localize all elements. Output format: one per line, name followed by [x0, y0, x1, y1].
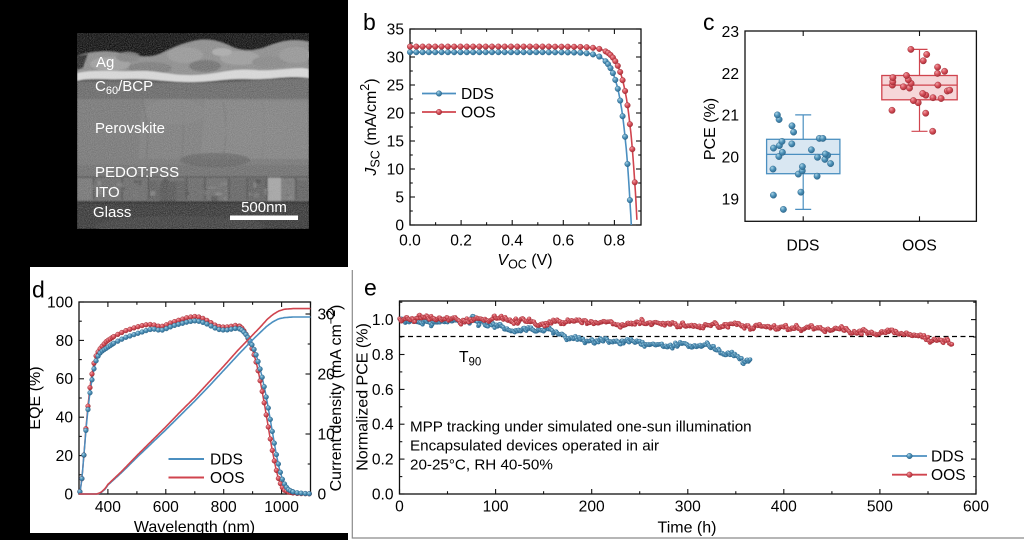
svg-text:b: b — [363, 9, 376, 35]
svg-text:20-25°C, RH 40-50%: 20-25°C, RH 40-50% — [410, 457, 553, 474]
svg-text:OOS: OOS — [461, 105, 496, 122]
svg-text:PEDOT:PSS: PEDOT:PSS — [95, 164, 179, 181]
svg-text:OOS: OOS — [931, 467, 966, 484]
svg-text:600: 600 — [153, 499, 179, 516]
svg-text:300: 300 — [675, 499, 701, 516]
svg-text:0.6: 0.6 — [372, 382, 394, 399]
svg-text:0.0: 0.0 — [399, 233, 421, 250]
svg-text:30: 30 — [387, 49, 405, 66]
svg-text:JSC (mA/cm2): JSC (mA/cm2) — [358, 78, 383, 176]
svg-text:20: 20 — [722, 150, 740, 167]
svg-text:5: 5 — [395, 189, 404, 206]
svg-text:1.0: 1.0 — [372, 312, 394, 329]
svg-text:15: 15 — [387, 133, 405, 150]
svg-text:0.4: 0.4 — [372, 417, 394, 434]
svg-text:800: 800 — [211, 499, 237, 516]
svg-text:0: 0 — [64, 486, 73, 503]
svg-text:VOC (V): VOC (V) — [497, 252, 552, 272]
svg-text:Glass: Glass — [93, 204, 131, 221]
svg-text:10: 10 — [387, 161, 405, 178]
svg-text:OOS: OOS — [902, 238, 937, 255]
svg-text:OOS: OOS — [210, 470, 245, 487]
svg-text:0.6: 0.6 — [552, 233, 574, 250]
svg-text:DDS: DDS — [210, 452, 243, 469]
svg-text:EQE (%): EQE (%) — [27, 366, 44, 429]
svg-text:DDS: DDS — [461, 86, 494, 103]
svg-text:0.8: 0.8 — [604, 233, 626, 250]
svg-text:500nm: 500nm — [241, 199, 287, 216]
svg-text:35: 35 — [387, 21, 405, 38]
svg-text:Time (h): Time (h) — [658, 520, 717, 537]
svg-text:C60/BCP: C60/BCP — [95, 78, 153, 97]
svg-text:Current density (mA cm−2): Current density (mA cm−2) — [324, 305, 345, 492]
svg-text:20: 20 — [56, 448, 74, 465]
svg-text:DDS: DDS — [931, 449, 964, 466]
svg-text:10: 10 — [318, 426, 336, 443]
svg-text:200: 200 — [579, 499, 605, 516]
svg-text:20: 20 — [387, 105, 405, 122]
svg-text:19: 19 — [722, 192, 739, 209]
svg-text:100: 100 — [47, 294, 73, 311]
svg-text:30: 30 — [318, 306, 336, 323]
svg-text:21: 21 — [722, 108, 739, 125]
svg-text:40: 40 — [56, 410, 74, 427]
svg-text:25: 25 — [387, 77, 405, 94]
svg-text:60: 60 — [56, 371, 74, 388]
svg-text:Normalized PCE (%): Normalized PCE (%) — [355, 323, 372, 471]
svg-text:0: 0 — [395, 499, 404, 516]
svg-text:DDS: DDS — [787, 238, 820, 255]
svg-text:0: 0 — [395, 217, 404, 234]
svg-text:e: e — [364, 275, 377, 301]
svg-text:Encapsulated devices operated: Encapsulated devices operated in air — [410, 438, 659, 455]
svg-text:Perovskite: Perovskite — [95, 120, 165, 137]
svg-text:0.2: 0.2 — [450, 233, 472, 250]
svg-text:c: c — [703, 9, 715, 35]
svg-text:20: 20 — [318, 366, 336, 383]
svg-text:400: 400 — [95, 499, 121, 516]
svg-text:23: 23 — [722, 24, 739, 41]
svg-text:PCE (%): PCE (%) — [702, 98, 719, 160]
svg-text:Ag: Ag — [96, 54, 114, 71]
svg-text:0.8: 0.8 — [372, 347, 394, 364]
svg-text:400: 400 — [771, 499, 797, 516]
svg-text:1000: 1000 — [264, 499, 299, 516]
svg-text:600: 600 — [963, 499, 989, 516]
svg-text:ITO: ITO — [95, 184, 120, 201]
svg-text:500: 500 — [867, 499, 893, 516]
svg-text:0.4: 0.4 — [501, 233, 523, 250]
svg-text:MPP tracking under simulated o: MPP tracking under simulated one-sun ill… — [410, 419, 752, 436]
svg-text:22: 22 — [722, 66, 739, 83]
svg-text:0.0: 0.0 — [372, 486, 394, 503]
svg-text:d: d — [32, 277, 45, 303]
svg-text:Wavelength (nm): Wavelength (nm) — [134, 519, 255, 536]
svg-text:80: 80 — [56, 333, 74, 350]
svg-text:0: 0 — [318, 486, 327, 503]
svg-text:0.2: 0.2 — [372, 452, 394, 469]
svg-text:100: 100 — [483, 499, 509, 516]
